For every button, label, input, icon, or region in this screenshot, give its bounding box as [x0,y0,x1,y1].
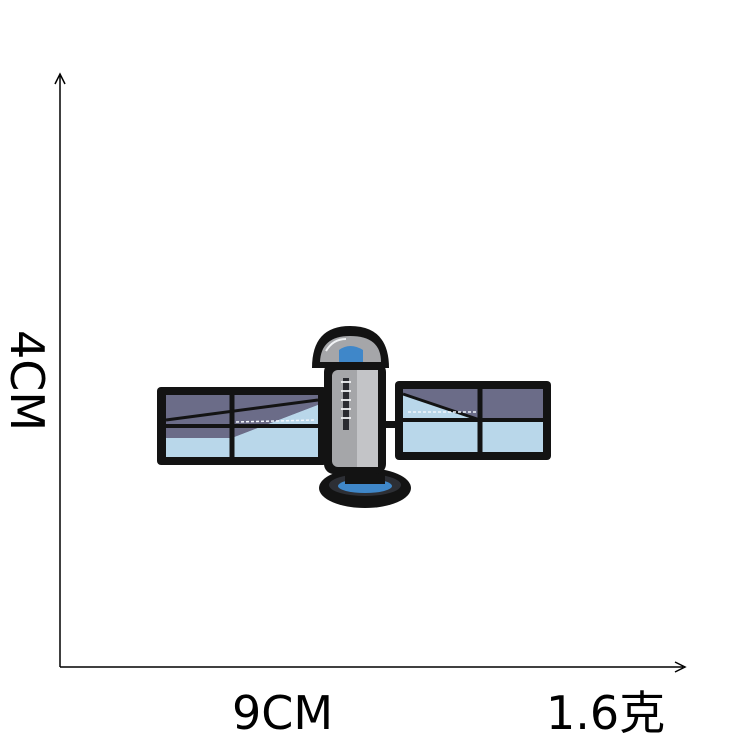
satellite-patch-icon [157,326,551,508]
satellite-dome [312,326,389,368]
horizontal-axis-arrow [674,661,687,673]
vertical-axis-arrow [54,72,66,85]
height-label: 4CM [0,330,54,432]
right-solar-panel [395,381,551,460]
satellite-body [324,362,386,474]
left-solar-panel [157,387,327,465]
width-label: 9CM [232,686,334,740]
satellite-base [319,468,411,508]
weight-label: 1.6克 [546,686,666,740]
